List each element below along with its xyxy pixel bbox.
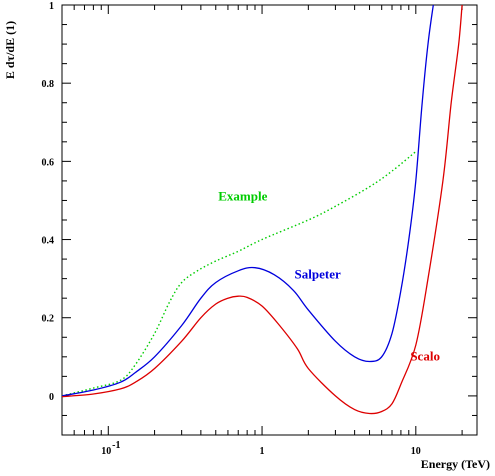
series-label-example: Example <box>218 188 267 203</box>
series-line-example <box>62 151 417 397</box>
y-tick-label: 0.6 <box>42 157 55 168</box>
series-label-salpeter: Salpeter <box>295 267 341 282</box>
y-axis-title: E dτ/dE (1) <box>3 21 17 79</box>
x-tick-label: 10 <box>411 446 421 457</box>
x-tick-label: 1 <box>260 446 265 457</box>
series-layer <box>62 5 463 415</box>
series-label-scalo: Scalo <box>410 349 440 364</box>
x-tick-label-exponent: -1 <box>112 440 120 451</box>
y-tick-label: 0.4 <box>42 236 55 247</box>
y-tick-label: 0 <box>49 392 54 403</box>
y-tick-label: 0.2 <box>42 314 55 325</box>
y-tick-label: 0.8 <box>42 79 55 90</box>
x-tick-label: 10 <box>101 446 111 457</box>
series-line-salpeter <box>62 5 434 397</box>
x-axis-title: Energy (TeV) <box>421 457 490 471</box>
series-line-scalo <box>62 5 463 415</box>
plot-frame <box>61 4 478 436</box>
labels-layer: Example Salpeter Scalo <box>218 188 440 363</box>
y-tick-label: 1 <box>49 1 54 12</box>
